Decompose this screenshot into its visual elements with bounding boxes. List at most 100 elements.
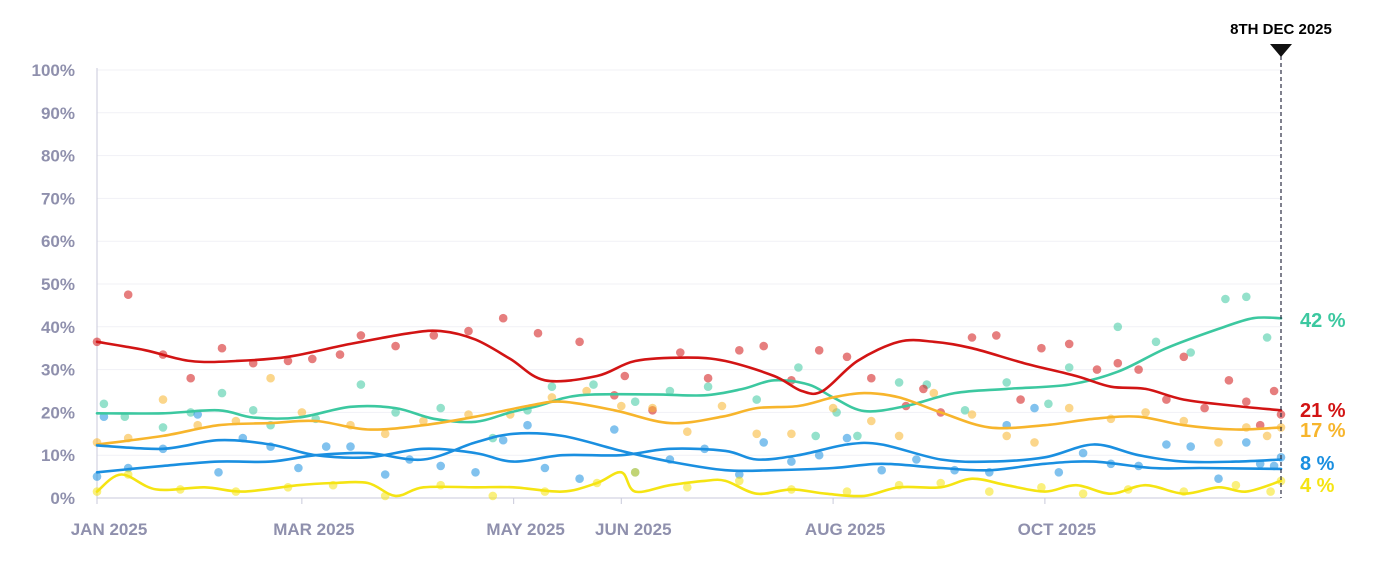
poll-point [630, 468, 640, 477]
x-tick-label: JUN 2025 [595, 520, 672, 539]
poll-point [248, 406, 258, 415]
poll-point [828, 403, 838, 413]
poll-point [158, 395, 168, 404]
poll-point [1078, 489, 1088, 499]
poll-point [1214, 438, 1223, 447]
poll-point [1162, 440, 1171, 449]
poll-point [99, 399, 109, 409]
poll-point [471, 468, 480, 477]
poll-point [380, 429, 390, 439]
poll-point [1151, 337, 1161, 347]
date-marker-label: 8TH DEC 2025 [1230, 21, 1332, 38]
poll-point [1064, 403, 1074, 413]
poll-point [814, 450, 824, 460]
poll-point [419, 416, 428, 426]
poll-point [735, 470, 744, 479]
poll-point [759, 341, 768, 351]
poll-point [1016, 395, 1025, 404]
poll-point [1179, 352, 1189, 362]
trend-line [95, 470, 1283, 498]
poll-point [335, 350, 345, 359]
poll-point [676, 348, 685, 357]
date-marker-arrow [1270, 44, 1292, 57]
poll-point [752, 429, 761, 439]
poll-point [735, 346, 744, 355]
poll-point [842, 433, 852, 443]
poll-point [321, 442, 331, 451]
poll-point [1186, 348, 1195, 357]
poll-point [488, 491, 498, 501]
poll-point [1078, 448, 1088, 458]
poll-point [498, 313, 508, 323]
poll-point [703, 373, 713, 383]
series-end-label: 17 % [1300, 420, 1346, 442]
poll-point [1266, 487, 1275, 496]
poll-point [1113, 322, 1123, 332]
poll-point [967, 333, 977, 342]
poll-point [1092, 365, 1102, 374]
poll-point [1030, 403, 1039, 413]
poll-point [1054, 468, 1064, 477]
poll-point [960, 406, 970, 415]
poll-point [842, 352, 852, 362]
poll-point [1064, 363, 1074, 372]
poll-point [1221, 294, 1230, 304]
poll-point [1224, 376, 1234, 385]
poll-point [877, 465, 886, 475]
poll-point [919, 384, 928, 394]
poll-point [1113, 358, 1123, 368]
poll-point [429, 331, 439, 340]
y-tick-label: 50% [41, 275, 75, 294]
series-end-label: 21 % [1300, 400, 1346, 422]
poll-point [936, 478, 945, 488]
poll-point [294, 463, 303, 473]
poll-point [620, 371, 630, 381]
poll-point [1242, 438, 1251, 447]
poll-point [1037, 483, 1046, 492]
poll-point [759, 438, 768, 447]
poll-point [1186, 442, 1195, 451]
poll-point [123, 290, 133, 300]
x-tick-label: MAY 2025 [486, 520, 564, 539]
trend-line [95, 438, 1283, 464]
poll-point [610, 425, 619, 434]
poll-point [575, 337, 584, 347]
poll-point [1262, 333, 1272, 342]
poll-point [717, 401, 727, 411]
poll-point [380, 470, 390, 479]
poll-point [391, 408, 400, 417]
poll-point [787, 429, 796, 439]
poll-point [985, 487, 994, 496]
y-tick-label: 10% [41, 446, 75, 465]
poll-point [186, 373, 195, 383]
poll-point [308, 354, 317, 364]
poll-point [1269, 386, 1279, 396]
series-end-label: 42 % [1300, 310, 1346, 332]
poll-point [464, 326, 473, 336]
poll-point [92, 472, 102, 481]
x-tick-label: OCT 2025 [1018, 520, 1096, 539]
poll-point [547, 382, 557, 392]
poll-point [967, 410, 977, 419]
poll-point [648, 403, 657, 413]
poll-point [498, 435, 508, 445]
poll-point [1242, 397, 1251, 407]
gridlines [97, 69, 1281, 456]
poll-point [1179, 416, 1189, 426]
trend-line [95, 431, 1283, 474]
poll-point [436, 403, 446, 413]
poll-point [283, 356, 293, 366]
poll-point [752, 395, 761, 404]
y-tick-label: 90% [41, 104, 75, 123]
trend-line [95, 316, 1283, 424]
poll-point [665, 386, 675, 396]
poll-point [533, 328, 543, 338]
poll-point [794, 363, 803, 372]
poll-point [992, 331, 1001, 340]
poll-points [92, 290, 1286, 501]
poll-point [630, 397, 640, 407]
poll-point [158, 423, 168, 432]
poll-point [1262, 431, 1272, 441]
trend-line [95, 329, 1283, 412]
